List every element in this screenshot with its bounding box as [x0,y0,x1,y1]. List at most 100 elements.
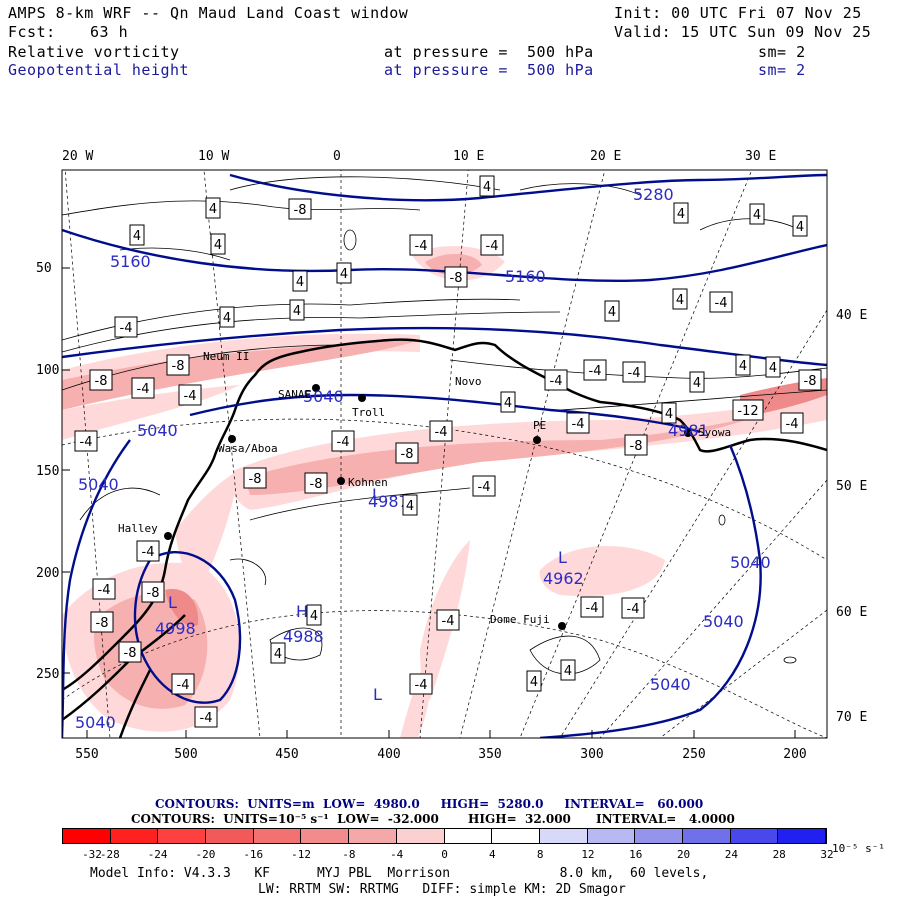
vorticity-label: -4 [786,417,799,432]
vorticity-label: -4 [586,601,599,616]
colorbar-swatch [444,829,493,843]
vorticity-label-box [672,288,688,310]
vorticity-label-box [90,611,114,633]
low-marker: L [168,593,177,612]
vorticity-label: -8 [124,646,137,661]
vorticity-label-box [709,291,733,313]
vorticity-label: -8 [96,616,109,631]
vorticity-label: -8 [294,203,307,218]
vorticity-label-box [765,356,781,378]
vorticity-label-box [205,197,221,219]
vorticity-label-box [289,299,305,321]
colorbar-tick-label: 0 [441,848,448,861]
vorticity-label: 4 [209,202,217,217]
vorticity-label-box [661,402,677,424]
vorticity-label: -8 [630,439,643,454]
vorticity-label-box [129,224,145,246]
vorticity-label: -4 [628,366,641,381]
vorticity-label: -8 [310,477,323,492]
colorbar-swatch [253,829,302,843]
height-label: 4987 [368,492,409,511]
vorticity-label-box [544,369,568,391]
vorticity-label-box [429,420,453,442]
vorticity-label: 4 [340,267,348,282]
vorticity-label: 4 [564,664,572,679]
left-axis-label: 150 [36,464,59,479]
vorticity-label-box [444,266,468,288]
right-lon-label: 70 E [836,710,867,725]
colorbar-swatch [587,829,636,843]
vorticity-label-box [735,354,751,376]
height-label: 5160 [505,267,546,286]
vorticity-label: 4 [665,407,673,422]
bottom-axis-label: 550 [75,747,98,762]
station-label: Halley [118,522,158,535]
vorticity-label: -8 [401,447,414,462]
vorticity-label: -4 [200,711,213,726]
vorticity-label-box [479,175,495,197]
low-marker: L [372,485,381,504]
height-label: 4988 [283,627,324,646]
vorticity-label: -8 [450,271,463,286]
bottom-axis-label: 500 [174,747,197,762]
vorticity-label: -4 [137,382,150,397]
vorticity-label-box [270,642,286,664]
vorticity-label: -4 [478,480,491,495]
vorticity-label: 4 [753,208,761,223]
height-label: 4962 [543,569,584,588]
vorticity-label: -4 [627,602,640,617]
vorticity-label: 4 [677,207,685,222]
height-label: 4981 [668,421,709,440]
colorbar-tick-label: 12 [581,848,595,861]
vorticity-label: -8 [147,586,160,601]
colorbar-swatch [206,829,254,843]
colorbar-tick-label: 16 [629,848,643,861]
station-label: Syowa [698,426,731,439]
vorticity-label: 4 [608,305,616,320]
vorticity-label-box [136,540,160,562]
low-marker: L [558,548,567,567]
colorbar-swatch [778,829,826,843]
vorticity-label: 4 [530,675,538,690]
vorticity-label: -4 [572,417,585,432]
vorticity-label-box [621,597,645,619]
vorticity-label: 4 [676,293,684,308]
vorticity-label-box [624,434,648,456]
right-lon-label: 60 E [836,605,867,620]
vorticity-label: 4 [693,376,701,391]
height-label: 4998 [155,619,196,638]
vorticity-label: 4 [223,311,231,326]
colorbar-swatch [492,829,540,843]
top-lon-label: 20 W [62,149,93,164]
colorbar-tick-label: 8 [536,848,544,861]
station-label: Dome Fuji [490,613,550,626]
colorbar-swatch [682,829,731,843]
vorticity-label: 4 [483,180,491,195]
colorbar-tick-label: -16 [243,848,264,861]
vorticity-label-box [500,391,516,413]
colorbar-swatch [301,829,350,843]
station-label: Wasa/Aboa [218,442,278,455]
vorticity-label-box [732,399,764,421]
field2-level: at pressure = 500 hPa [384,61,594,79]
vorticity-label-box [472,475,496,497]
colorbar-tick-label: -8 [342,848,356,861]
colorbar-tick-label: 20 [676,848,691,861]
vorticity-label-box [566,412,590,434]
station-label: Troll [352,406,385,419]
vorticity-label-box [89,369,113,391]
high-marker: H [296,602,308,621]
bottom-axis-label: 400 [377,747,400,762]
field1-smoothing: sm= 2 [758,43,806,61]
vorticity-label: -4 [337,435,350,450]
height-label: 5040 [78,475,119,494]
colorbar-swatch [110,829,159,843]
vorticity-label: -4 [415,678,428,693]
colorbar-tick-label: 28 [772,848,786,861]
vorticity-label: -4 [184,389,197,404]
colorbar-swatch [730,829,779,843]
vorticity-label: -4 [120,321,133,336]
vorticity-label-box [141,581,165,603]
bottom-axis-label: 300 [580,747,603,762]
vorticity-label: -4 [435,425,448,440]
